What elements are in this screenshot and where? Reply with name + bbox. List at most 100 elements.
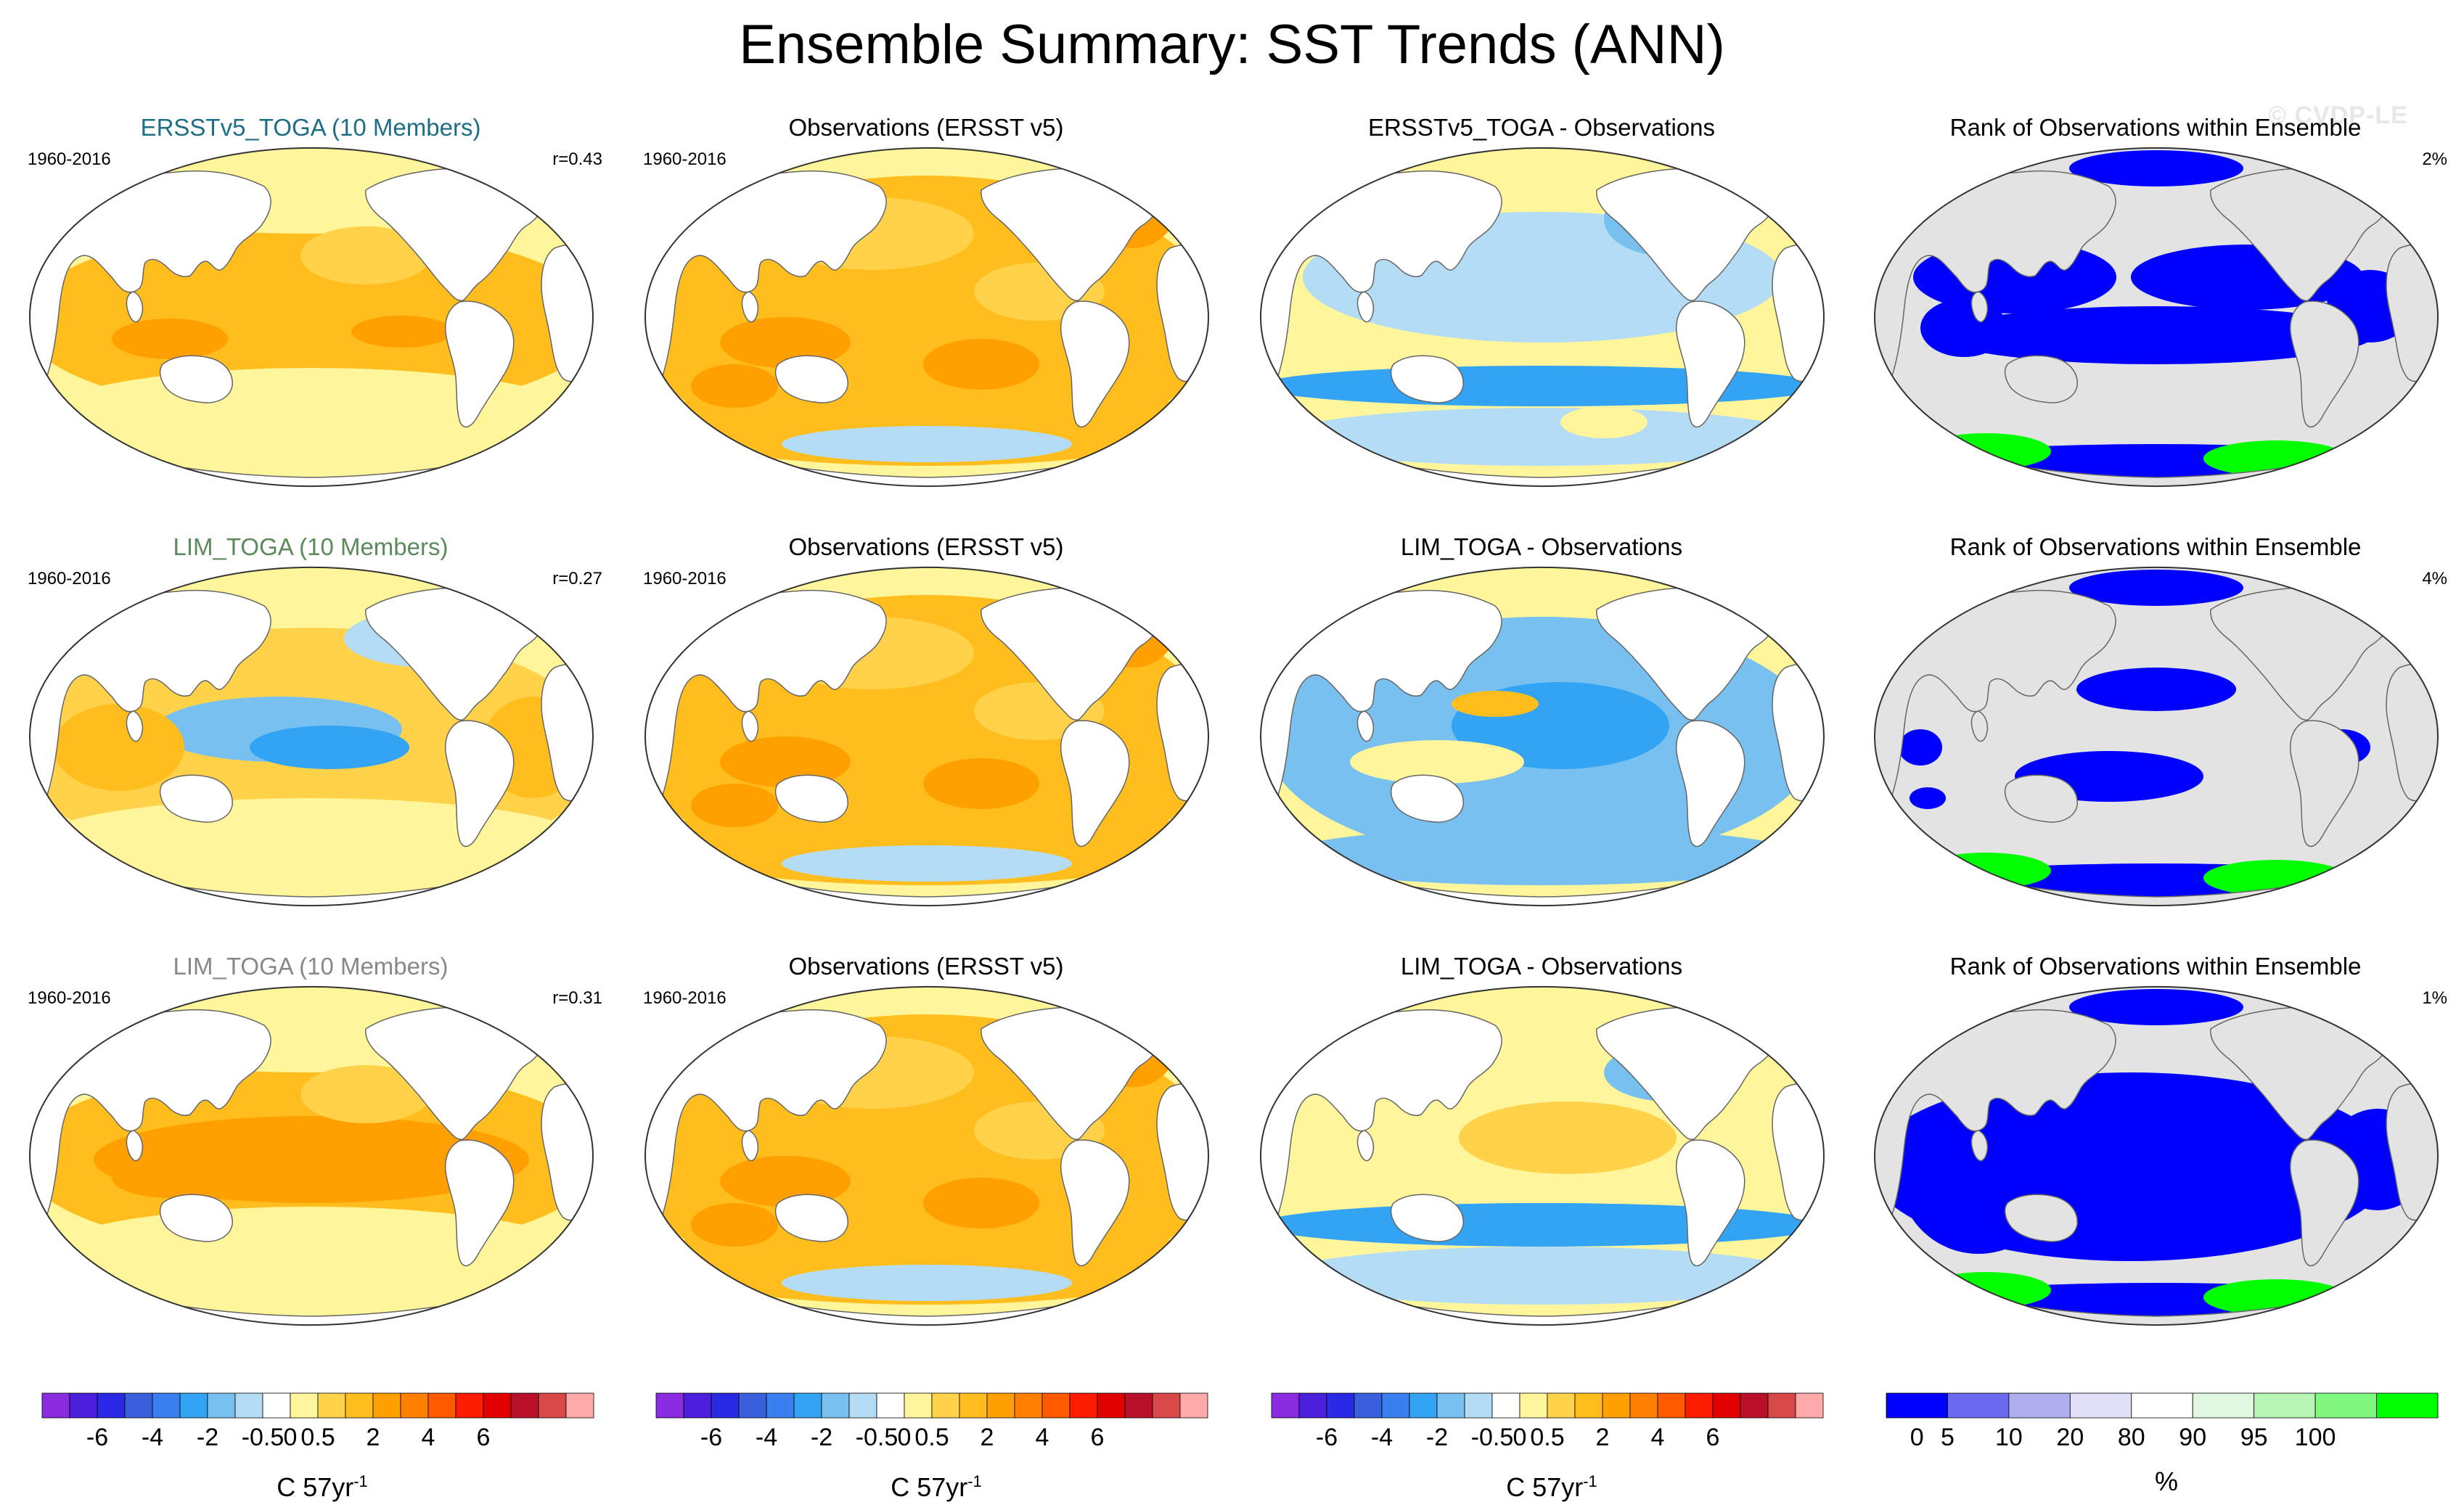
colorbar-tick-label: -4 [1371,1424,1393,1451]
panel-title: ERSSTv5_TOGA (10 Members) [140,114,481,141]
colorbar-swatch [959,1392,988,1419]
world-map [1259,147,1825,487]
rank-region [2203,440,2349,477]
colorbar-trend-1: -6 -4 -2 -0.5 0 0.5 2 4 6 C 57yr-1 [25,1387,620,1502]
land-greenland [1719,576,1766,604]
land-greenland [488,996,535,1024]
colorbar-swatch [655,1392,684,1419]
rank-region [2069,989,2243,1025]
map-border [1259,986,1825,1326]
colorbar-swatch [1014,1392,1043,1419]
colorbar-tick-label: -2 [1426,1424,1448,1451]
world-map [644,147,1210,487]
map-border [28,147,594,487]
colorbar-swatch [483,1392,512,1419]
land-greenland [1719,996,1766,1024]
trend-region [691,1203,778,1247]
colorbar-swatch [1740,1392,1769,1419]
colorbar-swatch [262,1392,291,1419]
land-africaEurasia [1260,170,1502,395]
colorbar-swatch [372,1392,401,1419]
land-australia [1390,355,1464,403]
colorbar-tick-label: 0 [1513,1424,1527,1451]
world-map [644,567,1210,906]
colorbar-tick-label: 0 [1910,1424,1924,1451]
colorbar-swatch [1685,1392,1714,1419]
land-africaEurasia [1874,1009,2116,1234]
colorbar-swatch [538,1392,567,1419]
colorbar-swatch [345,1392,374,1419]
panel-title: Rank of Observations within Ensemble [1949,953,2362,980]
land-greenland [1104,996,1150,1024]
figure-title: Ensemble Summary: SST Trends (ANN) [739,14,1725,75]
colorbar-tick-label: 0 [898,1424,912,1451]
colorbar-tick-label: 10 [1995,1424,2023,1451]
colorbar-graphic: -6 -4 -2 -0.5 0 0.5 2 4 6 [41,1392,594,1451]
land-southAmerica [2289,720,2359,848]
world-map [28,147,594,487]
colorbar-swatch [2131,1392,2193,1419]
map-field [1260,567,1825,906]
trend-region [720,317,851,368]
panel-r3-c4: Rank of Observations within Ensemble 1% [1858,948,2453,1365]
world-map [1259,986,1825,1326]
map-field [1260,986,1825,1326]
panel-title: LIM_TOGA (10 Members) [173,953,449,980]
land-australia [1390,774,1464,823]
colorbar-swatch [2376,1392,2439,1419]
colorbar-tick-label: 2 [981,1424,994,1451]
colorbar-swatch [317,1392,346,1419]
watermark: © CVDP-LE [2268,102,2408,129]
panel-title: LIM_TOGA - Observations [1400,953,1683,980]
panel-period: 1960-2016 [28,569,111,588]
land-india [1356,710,1375,742]
land-india [126,1130,144,1162]
land-australia [159,774,233,823]
trend-region [112,1157,228,1198]
land-india [1356,291,1375,323]
colorbar-tick-label: 6 [477,1424,491,1451]
trend-region [1350,740,1524,784]
colorbar-swatch [1436,1392,1465,1419]
trend-region [36,798,587,885]
colorbar-tick-label: 4 [1651,1424,1665,1451]
rank-region [2069,150,2243,186]
colorbar-tick-label: -6 [1316,1424,1338,1451]
colorbar-swatch [1947,1392,2010,1419]
map-field [644,567,1209,906]
panel-period: 1960-2016 [643,988,726,1008]
colorbar-swatch [1298,1392,1327,1419]
colorbar-swatch [1602,1392,1631,1419]
colorbar-tick-label: 2 [1596,1424,1610,1451]
panel-period: 1960-2016 [643,149,726,169]
colorbar-tick-label: 20 [2056,1424,2084,1451]
colorbar-tick-label: -4 [756,1424,777,1451]
pattern-correlation: r=0.31 [552,988,602,1008]
world-map [1873,147,2439,487]
trend-region [1260,1203,1825,1247]
land-africaEurasia [1874,170,2116,395]
land-australia [1390,1194,1464,1242]
trend-region [36,368,587,469]
land-africaEurasia [1874,589,2116,814]
colorbar-swatch [876,1392,905,1419]
land-southAmerica [1675,1139,1745,1267]
colorbar-tick-label: -0.5 [856,1424,899,1451]
colorbar-tick-label: 2 [367,1424,380,1451]
colorbar-units-main: C 57yr [1506,1472,1584,1502]
rank-region [1910,787,1946,809]
land-greenland [1104,576,1150,604]
colorbar-swatch [2069,1392,2132,1419]
colorbar-tick-label: 4 [422,1424,435,1451]
colorbar-tick-label: -2 [197,1424,218,1451]
colorbar-swatch [738,1392,767,1419]
rank-region [1920,299,2007,357]
colorbar-swatch [207,1392,236,1419]
panel-r2-c4: Rank of Observations within Ensemble 4% [1858,528,2453,945]
land-australia [2004,1194,2078,1242]
map-border [644,567,1210,906]
trend-region [720,1156,851,1207]
trend-region [782,845,1072,882]
colorbar-units: C 57yr-1 [25,1467,620,1502]
rank-percent: 4% [2422,569,2447,588]
